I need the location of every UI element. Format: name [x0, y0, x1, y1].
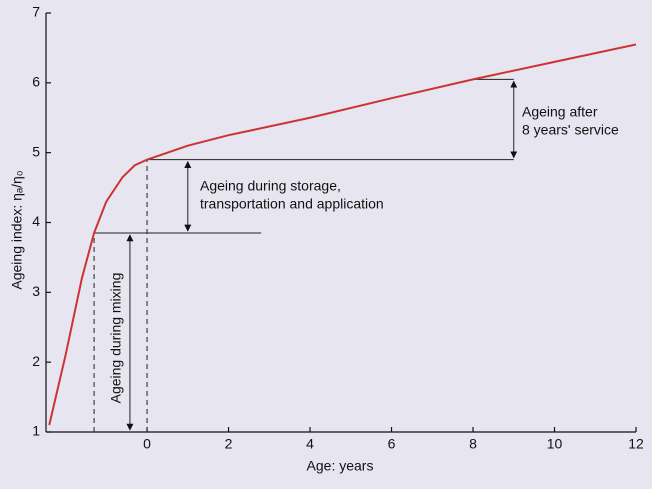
y-tick-label: 6 [32, 74, 40, 90]
y-tick-label: 2 [32, 353, 40, 369]
annotation: Ageing during storage, [200, 178, 341, 194]
x-tick-label: 6 [388, 436, 396, 452]
annotation: Ageing during mixing [108, 273, 124, 404]
x-tick-label: 8 [469, 436, 477, 452]
y-tick-label: 4 [32, 213, 40, 229]
annotation: Ageing after [522, 104, 598, 120]
annotation: transportation and application [200, 196, 384, 212]
x-tick-label: 0 [143, 436, 151, 452]
x-tick-label: 12 [628, 436, 644, 452]
y-tick-label: 1 [32, 423, 40, 439]
y-tick-label: 3 [32, 283, 40, 299]
x-tick-label: 2 [225, 436, 233, 452]
x-tick-label: 4 [306, 436, 314, 452]
x-tick-label: 10 [547, 436, 563, 452]
y-axis-label: Ageing index: ηₐ/η₀ [9, 170, 25, 289]
annotation: 8 years' service [522, 122, 619, 138]
y-tick-label: 5 [32, 143, 40, 159]
y-tick-label: 7 [32, 4, 40, 20]
data-line [48, 43, 637, 426]
x-axis-label: Age: years [307, 458, 374, 474]
